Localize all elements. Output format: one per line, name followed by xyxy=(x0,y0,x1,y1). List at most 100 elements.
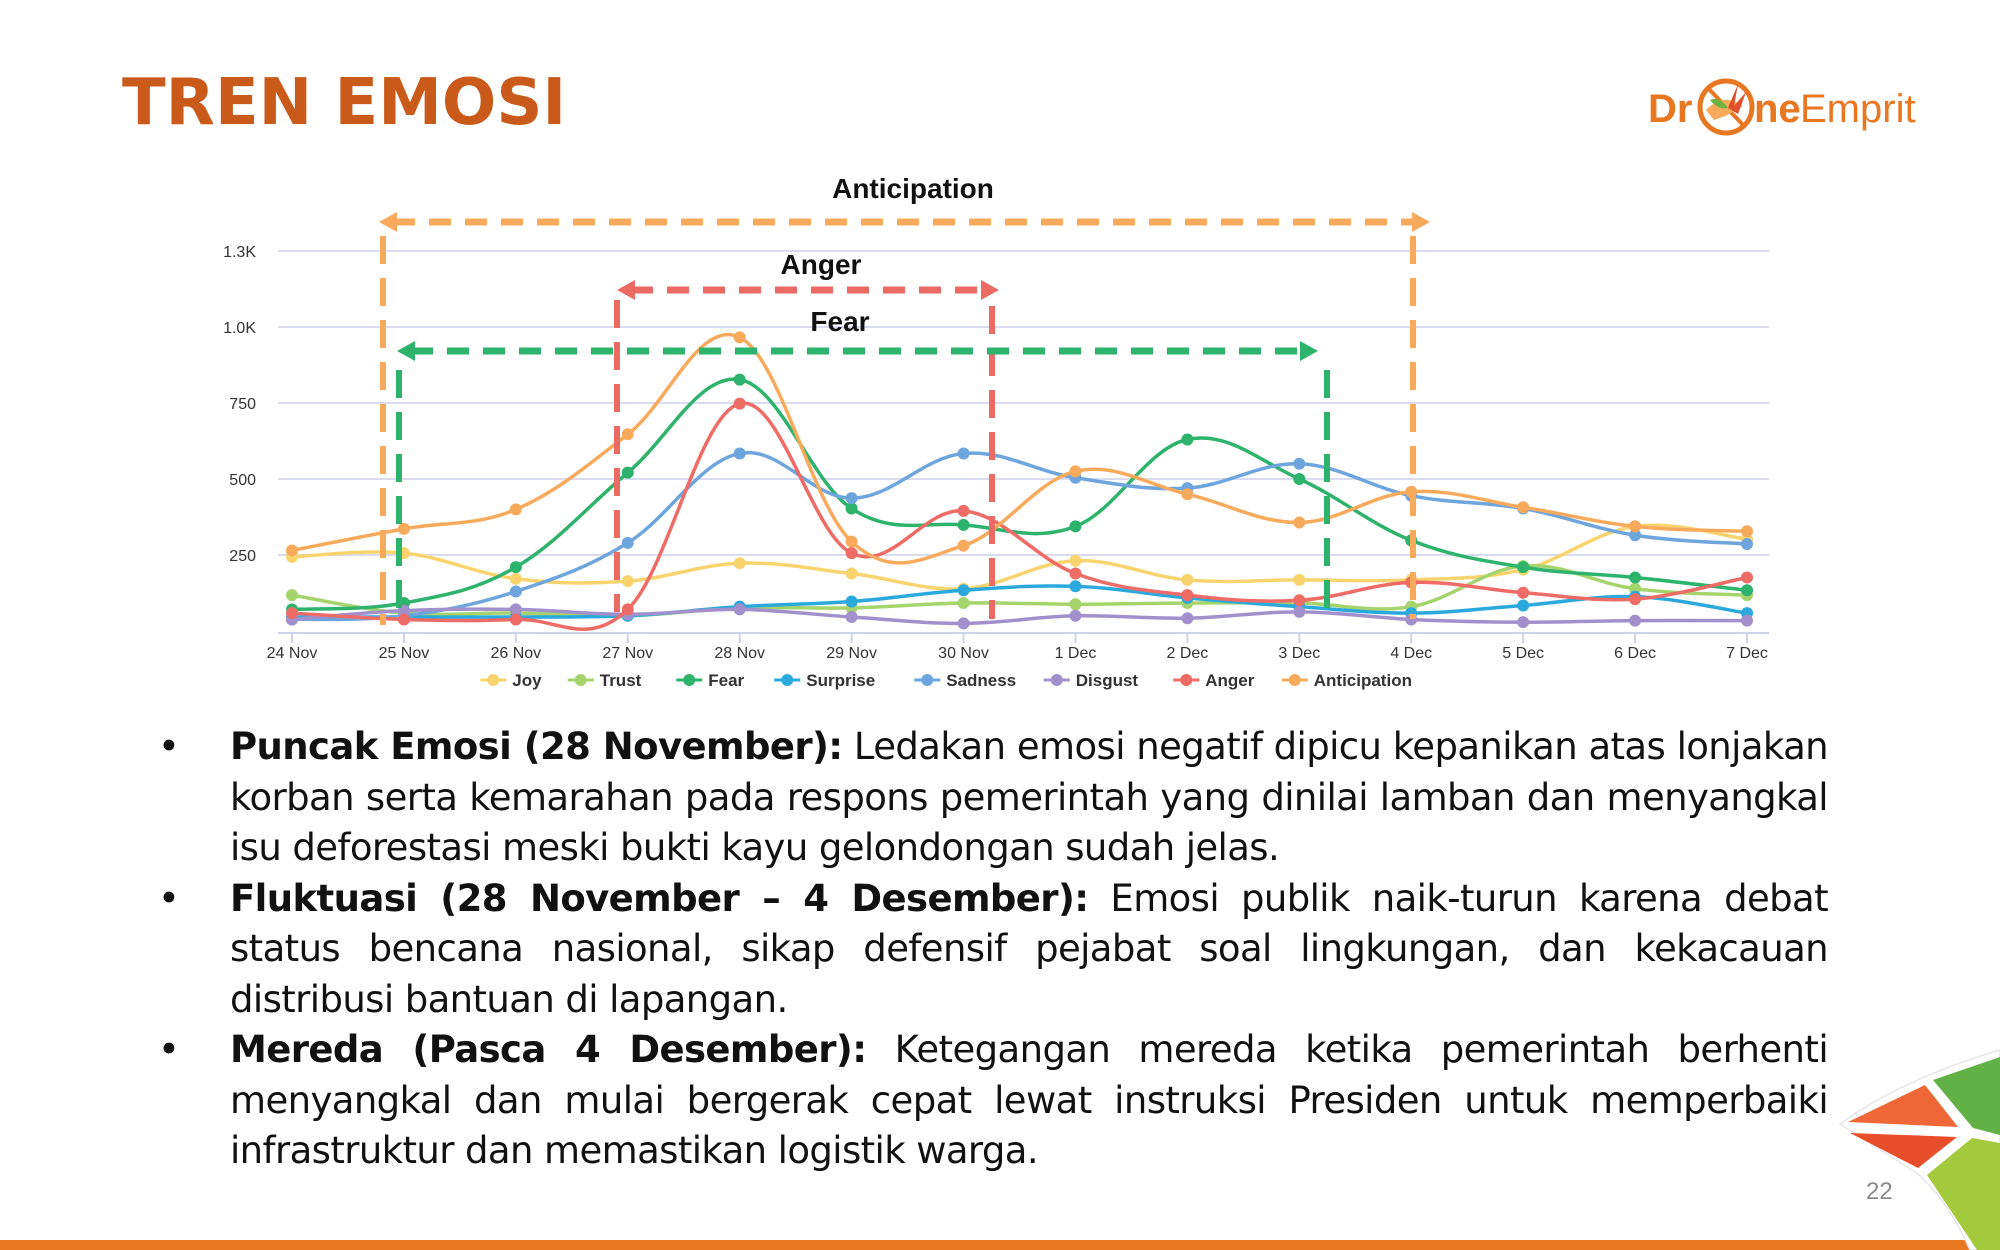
series-anger xyxy=(286,397,1753,631)
data-point xyxy=(621,466,634,479)
y-tick-label: 1.0K xyxy=(223,320,256,337)
slide-title: TREN EMOSI xyxy=(122,66,567,140)
emotion-trend-chart: 250 500 750 1.0K 1.3K 24 Nov 25 Nov 26 Nov 27 N… xyxy=(223,173,1769,690)
legend-item-anger: Anger xyxy=(1173,671,1255,690)
annotation-fear: Fear xyxy=(396,306,1330,619)
legend-marker-dot xyxy=(1288,674,1301,686)
legend-label: Surprise xyxy=(806,671,875,690)
bullet-heading: Fluktuasi (28 November – 4 Desember): xyxy=(230,876,1089,920)
legend-label: Anger xyxy=(1205,671,1255,690)
data-point xyxy=(1069,598,1082,611)
data-point xyxy=(286,544,298,557)
x-tick-label: 6 Dec xyxy=(1614,645,1656,662)
series-anticipation xyxy=(286,331,1753,565)
data-point xyxy=(1293,573,1306,586)
legend-marker-dot xyxy=(1050,674,1063,686)
legend-item-surprise: Surprise xyxy=(774,671,875,690)
data-point xyxy=(957,504,970,517)
y-tick-label: 500 xyxy=(229,472,256,489)
data-point xyxy=(621,428,634,441)
x-tick-label: 30 Nov xyxy=(938,645,989,662)
y-tick-label: 1.3K xyxy=(223,244,256,261)
data-point xyxy=(845,595,858,608)
x-tick-label: 2 Dec xyxy=(1166,645,1208,662)
legend-item-disgust: Disgust xyxy=(1043,671,1138,690)
data-point xyxy=(1069,554,1082,567)
data-point xyxy=(509,603,522,616)
arrow-head-left xyxy=(379,212,397,232)
x-tick-label: 24 Nov xyxy=(267,645,318,662)
legend-item-sadness: Sadness xyxy=(914,671,1016,690)
legend-label: Joy xyxy=(512,671,542,690)
data-point xyxy=(1069,609,1082,622)
data-point xyxy=(1629,593,1642,606)
data-point xyxy=(845,567,858,580)
series-line xyxy=(291,401,1748,631)
data-point xyxy=(1517,561,1530,574)
data-point xyxy=(1069,520,1082,533)
data-point xyxy=(845,502,858,515)
series-line xyxy=(291,563,1748,618)
data-point xyxy=(1181,433,1194,446)
data-point xyxy=(1741,571,1753,584)
data-point xyxy=(1181,589,1194,602)
data-point xyxy=(509,561,522,574)
bottom-accent-bar xyxy=(0,1240,2000,1250)
data-point xyxy=(1517,501,1530,514)
legend-item-anticipation: Anticipation xyxy=(1281,671,1412,690)
svg-text:ne: ne xyxy=(1754,87,1801,131)
data-point xyxy=(733,603,746,616)
bullet-list: • Puncak Emosi (28 November): Ledakan emo… xyxy=(150,722,1829,1177)
data-point xyxy=(1741,614,1753,627)
data-point xyxy=(1741,584,1753,597)
annotation-anger: Anger xyxy=(614,249,999,619)
legend-marker-dot xyxy=(683,674,696,686)
data-point xyxy=(733,373,746,386)
data-point xyxy=(1069,465,1082,478)
data-point xyxy=(397,522,410,535)
annotation-anticipation: Anticipation xyxy=(379,173,1430,625)
data-point xyxy=(845,611,858,624)
arrow-head-right xyxy=(1412,212,1430,232)
data-point xyxy=(845,547,858,560)
annotation-label: Anger xyxy=(781,249,862,280)
y-tick-label: 250 xyxy=(229,548,256,565)
y-tick-label: 750 xyxy=(229,396,256,413)
data-point xyxy=(509,572,522,585)
x-tick-label: 26 Nov xyxy=(490,645,541,662)
data-point xyxy=(1629,529,1642,542)
data-point xyxy=(733,557,746,570)
data-point xyxy=(1517,599,1530,612)
data-point xyxy=(1069,567,1082,580)
data-point xyxy=(1293,457,1306,470)
data-point xyxy=(509,503,522,516)
data-point xyxy=(957,447,970,460)
data-point xyxy=(621,575,634,588)
data-point xyxy=(1181,488,1194,501)
legend-marker-dot xyxy=(487,674,500,686)
x-tick-label: 29 Nov xyxy=(826,645,877,662)
data-point xyxy=(286,589,298,602)
data-point xyxy=(509,613,522,626)
data-point xyxy=(1069,580,1082,593)
x-tick-label: 3 Dec xyxy=(1278,645,1320,662)
series-fear xyxy=(286,373,1753,616)
data-point xyxy=(1293,516,1306,529)
x-tick-label: 5 Dec xyxy=(1502,645,1544,662)
data-point xyxy=(733,397,746,410)
data-point xyxy=(397,613,410,626)
bullet-text: Ketegangan mereda ketika pemerintah berh… xyxy=(230,1028,1829,1172)
data-point xyxy=(1181,612,1194,625)
x-tick-label: 28 Nov xyxy=(714,645,765,662)
arrow-head-right xyxy=(981,280,999,300)
bullet-heading: Puncak Emosi (28 November): xyxy=(230,725,843,768)
bullet-item: • Fluktuasi (28 November – 4 Desember): E… xyxy=(158,876,1829,1021)
arrow-head-left xyxy=(617,280,635,300)
bullet-item: • Mereda (Pasca 4 Desember): Ketegangan m… xyxy=(158,1028,1829,1172)
data-point xyxy=(845,492,858,505)
arrow-head-left xyxy=(397,341,415,361)
data-point xyxy=(1629,520,1642,533)
data-point xyxy=(957,584,970,597)
data-point xyxy=(957,617,970,630)
data-point xyxy=(1517,616,1530,629)
